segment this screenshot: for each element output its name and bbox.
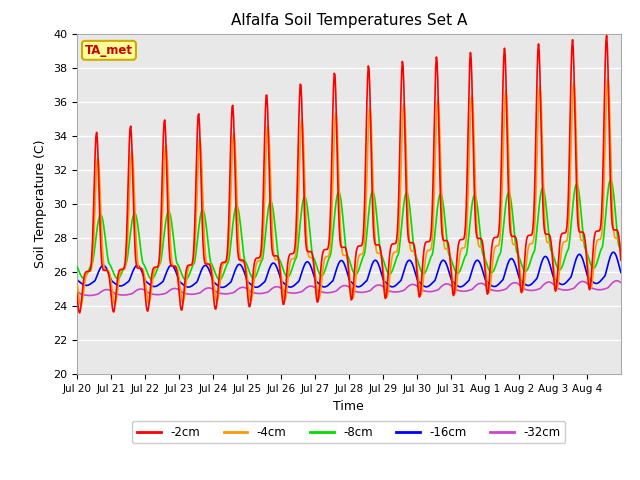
- -16cm: [218, 285, 226, 290]
- -4cm: [285, 268, 292, 274]
- Text: TA_met: TA_met: [85, 44, 133, 57]
- -4cm: [604, 75, 612, 81]
- -2cm: [285, 254, 292, 260]
- Title: Alfalfa Soil Temperatures Set A: Alfalfa Soil Temperatures Set A: [230, 13, 467, 28]
- -16cm: [137, 266, 145, 272]
- -8cm: [264, 206, 272, 212]
- -32cm: [138, 286, 145, 292]
- -8cm: [73, 263, 81, 269]
- -32cm: [86, 293, 93, 299]
- -2cm: [436, 175, 444, 180]
- -2cm: [76, 310, 83, 316]
- Line: -32cm: -32cm: [77, 281, 621, 296]
- Line: -4cm: -4cm: [77, 78, 621, 305]
- -2cm: [603, 33, 611, 38]
- -32cm: [612, 278, 620, 284]
- -4cm: [406, 238, 413, 244]
- -16cm: [610, 249, 618, 255]
- -8cm: [607, 177, 614, 183]
- -8cm: [285, 273, 292, 279]
- X-axis label: Time: Time: [333, 400, 364, 413]
- -4cm: [237, 259, 245, 264]
- -32cm: [264, 289, 272, 295]
- -32cm: [617, 280, 625, 286]
- -32cm: [406, 283, 413, 288]
- Line: -8cm: -8cm: [77, 180, 621, 280]
- -2cm: [264, 130, 272, 135]
- -16cm: [617, 269, 625, 275]
- -4cm: [264, 124, 272, 130]
- -8cm: [436, 192, 444, 197]
- -4cm: [617, 249, 625, 255]
- Line: -16cm: -16cm: [77, 252, 621, 288]
- -4cm: [73, 279, 81, 285]
- -32cm: [285, 290, 292, 296]
- Legend: -2cm, -4cm, -8cm, -16cm, -32cm: -2cm, -4cm, -8cm, -16cm, -32cm: [132, 421, 565, 444]
- -16cm: [406, 257, 413, 263]
- -16cm: [285, 284, 292, 290]
- -32cm: [237, 285, 245, 290]
- -8cm: [216, 277, 223, 283]
- -8cm: [137, 246, 145, 252]
- Line: -2cm: -2cm: [77, 36, 621, 313]
- -8cm: [237, 230, 245, 236]
- -2cm: [406, 240, 413, 245]
- -2cm: [138, 266, 145, 272]
- -16cm: [436, 262, 444, 268]
- -2cm: [617, 257, 625, 263]
- -16cm: [264, 269, 272, 275]
- -2cm: [73, 290, 81, 296]
- -32cm: [73, 288, 81, 294]
- -4cm: [436, 135, 444, 141]
- -4cm: [138, 265, 145, 271]
- -32cm: [436, 285, 444, 291]
- -16cm: [237, 263, 245, 269]
- -16cm: [73, 276, 81, 281]
- -2cm: [237, 257, 245, 263]
- Y-axis label: Soil Temperature (C): Soil Temperature (C): [35, 140, 47, 268]
- -4cm: [77, 302, 85, 308]
- -8cm: [617, 247, 625, 253]
- -8cm: [406, 202, 413, 208]
